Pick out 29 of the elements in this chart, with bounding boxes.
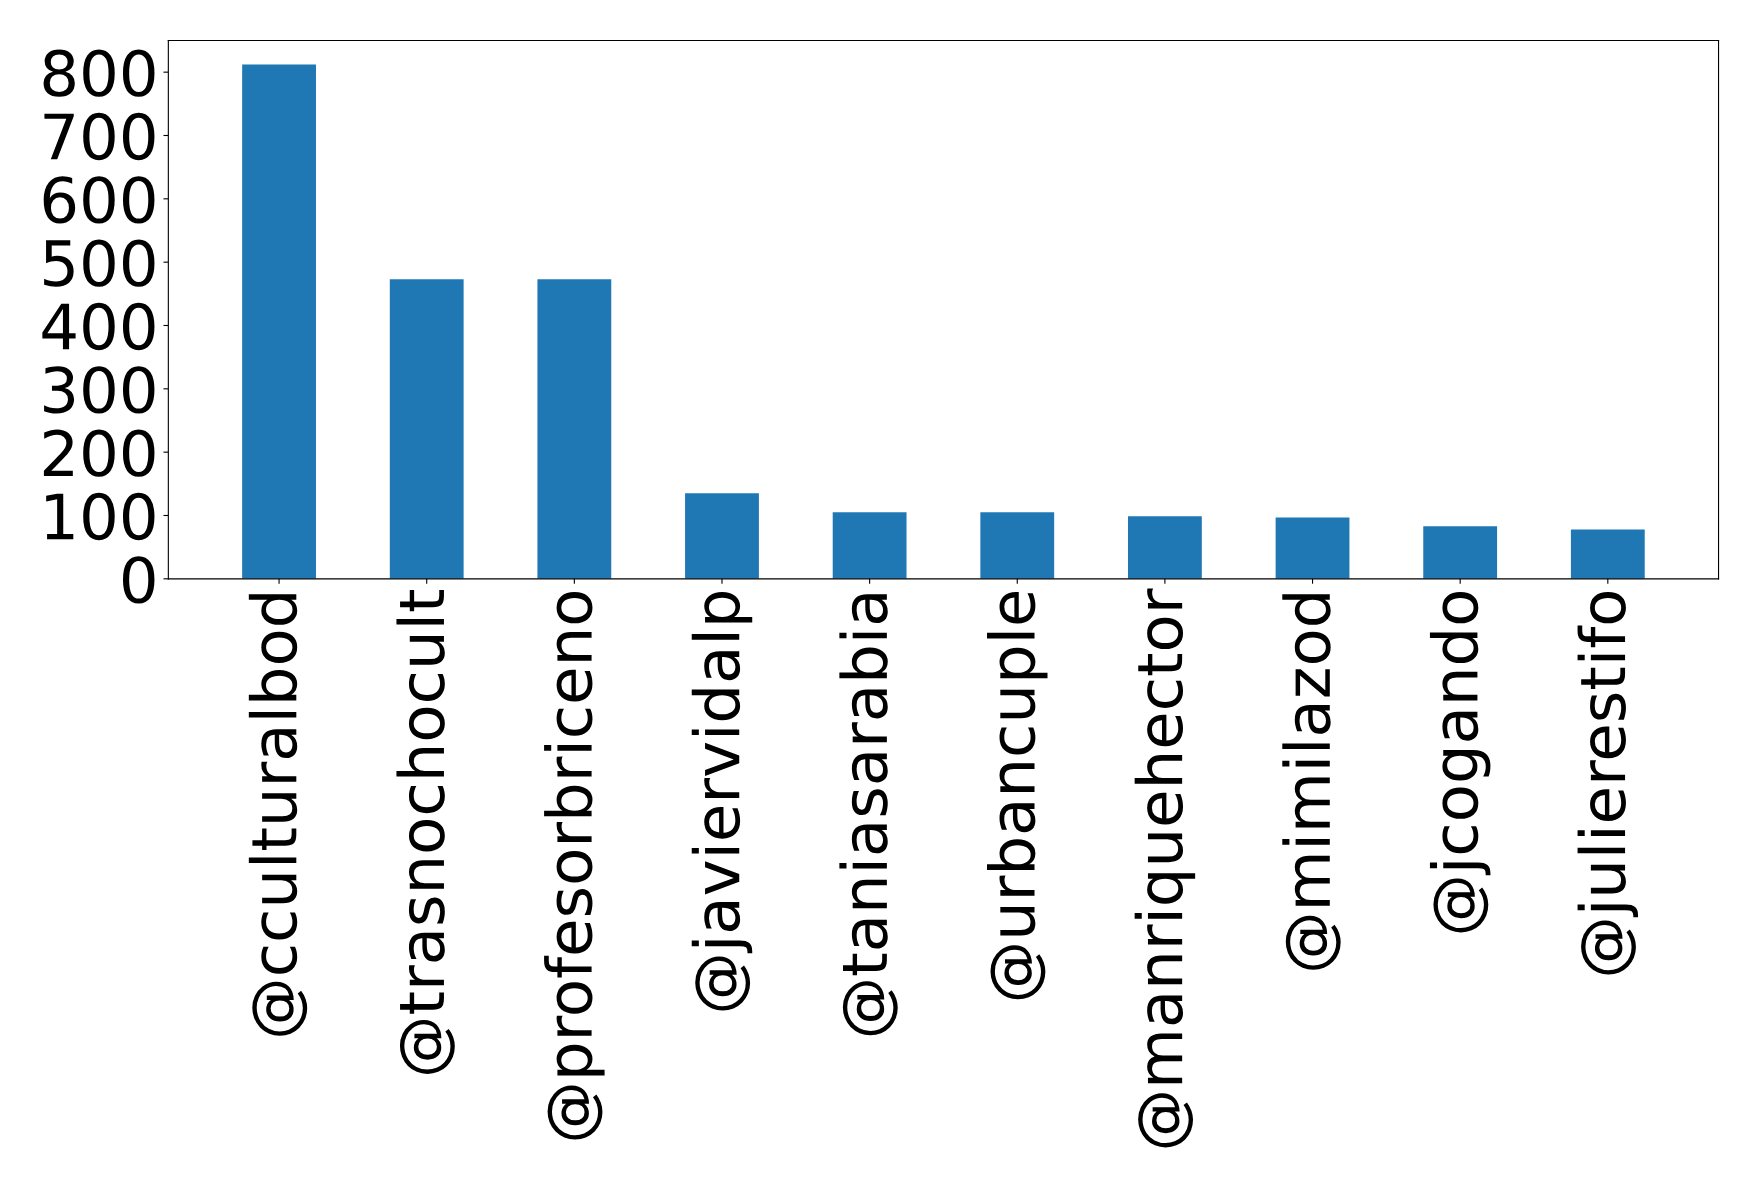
y-tick-label: 600 — [43, 176, 155, 224]
x-tick-label: @urbancuple — [987, 591, 1048, 1000]
x-tick-label: @mimilazod — [1282, 594, 1341, 970]
x-tick-label: @javiervidalp — [691, 591, 753, 1011]
bar — [832, 512, 907, 579]
bar — [1275, 517, 1350, 579]
x-tick-label: @taniasarabia — [839, 594, 898, 1036]
y-tick-label: 500 — [44, 239, 155, 287]
x-tick-label: @julierestifo — [1577, 591, 1639, 975]
bar — [685, 493, 759, 579]
bar — [242, 64, 316, 579]
x-tick-label: @profesorbriceno — [544, 591, 605, 1140]
y-tick-label: 800 — [43, 49, 155, 97]
bar — [1570, 529, 1645, 579]
bar — [980, 512, 1055, 579]
y-tick-label: 400 — [42, 302, 155, 351]
bar — [537, 279, 612, 579]
y-tick-label: 700 — [44, 112, 155, 161]
x-tick-label: @manriquehector — [1134, 588, 1196, 1148]
y-tick-label: 300 — [44, 366, 155, 414]
x-tick-label: @jcogando — [1429, 591, 1491, 933]
x-tick-label: @cculturalbod — [248, 594, 308, 1036]
bar — [1127, 516, 1202, 579]
x-tick-label: @trasnochocult — [396, 590, 455, 1074]
y-tick-label: 0 — [122, 556, 155, 604]
y-tick-label: 200 — [43, 429, 155, 477]
bar — [389, 279, 464, 579]
y-tick-label: 100 — [46, 492, 155, 541]
bar — [1423, 526, 1498, 579]
